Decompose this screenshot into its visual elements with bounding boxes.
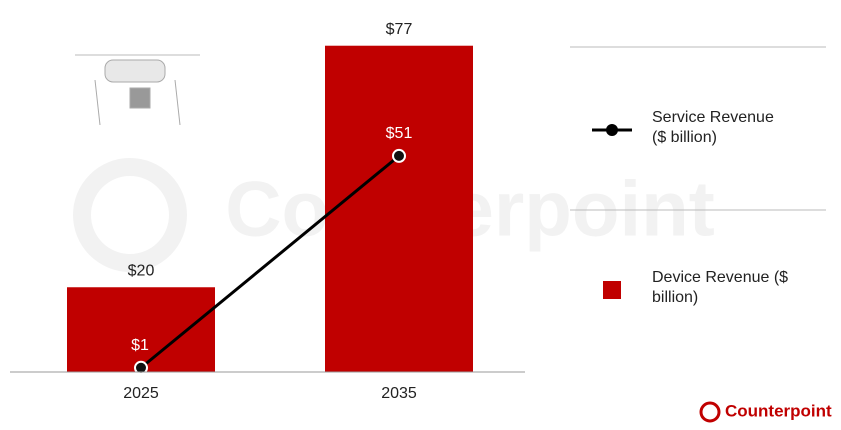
- legend-swatch: [603, 281, 621, 299]
- drone-illustration: [75, 54, 200, 126]
- value-label: $1: [131, 337, 149, 354]
- value-label: $77: [386, 21, 413, 38]
- value-label: $51: [386, 125, 413, 142]
- service-line: [140, 154, 400, 369]
- legend-label: Device Revenue ($ billion): [652, 269, 789, 306]
- x-tick-label: 2035: [381, 385, 417, 402]
- logo-icon: [699, 401, 721, 423]
- line-point: [392, 148, 406, 163]
- watermark-icon: [73, 158, 187, 272]
- line-point: [134, 360, 148, 375]
- logo: Counterpoint: [725, 401, 832, 420]
- legend-swatch: [606, 124, 618, 136]
- value-label: $20: [128, 262, 155, 279]
- x-tick-label: 2025: [123, 385, 159, 402]
- bar: [67, 287, 215, 372]
- legend-label: Service Revenue ($ billion): [652, 109, 774, 146]
- bar: [325, 45, 473, 373]
